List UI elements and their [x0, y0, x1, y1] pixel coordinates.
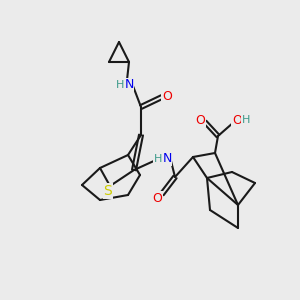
Text: N: N — [124, 79, 134, 92]
Text: O: O — [162, 89, 172, 103]
Text: N: N — [162, 152, 172, 166]
Text: H: H — [116, 80, 124, 90]
Text: O: O — [152, 191, 162, 205]
Text: S: S — [103, 184, 112, 198]
Text: O: O — [195, 113, 205, 127]
Text: O: O — [232, 113, 242, 127]
Text: H: H — [242, 115, 250, 125]
Text: H: H — [154, 154, 162, 164]
